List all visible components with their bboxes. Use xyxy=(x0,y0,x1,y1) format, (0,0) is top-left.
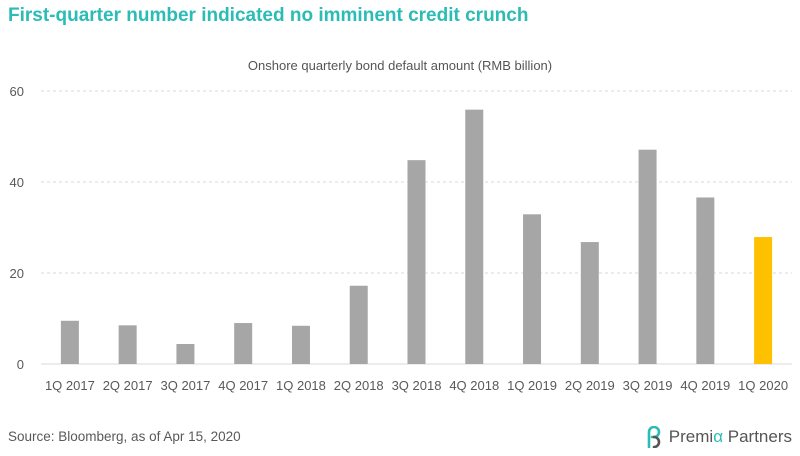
x-tick-label: 3Q 2017 xyxy=(160,378,210,393)
premia-partners-logo: Premiα Partners xyxy=(644,426,792,448)
headline: First-quarter number indicated no immine… xyxy=(8,5,529,26)
x-tick-label: 1Q 2020 xyxy=(738,378,788,393)
x-tick-label: 1Q 2017 xyxy=(45,378,95,393)
bar-3q-2018 xyxy=(407,160,426,364)
bar-2q-2018 xyxy=(349,285,368,364)
logo-text-part3: Partners xyxy=(723,427,792,446)
y-tick-label: 0 xyxy=(17,357,24,372)
x-tick-label: 4Q 2019 xyxy=(680,378,730,393)
x-tick-label: 2Q 2017 xyxy=(103,378,153,393)
source-note: Source: Bloomberg, as of Apr 15, 2020 xyxy=(8,429,241,444)
x-axis: 1Q 2017 2Q 2017 3Q 2017 4Q 2017 1Q 2018 2Q 20… xyxy=(45,378,788,393)
premia-logo-icon xyxy=(647,426,661,448)
bar-1q-2019 xyxy=(523,214,542,364)
bar-1q-2018 xyxy=(291,325,310,364)
y-tick-label: 60 xyxy=(10,84,24,99)
bar-3q-2017 xyxy=(176,343,195,364)
bar-2q-2019 xyxy=(580,242,599,364)
y-tick-label: 40 xyxy=(10,175,24,190)
logo-text-part1: Premi xyxy=(668,427,714,446)
x-tick-label: 2Q 2018 xyxy=(334,378,384,393)
x-tick-label: 4Q 2018 xyxy=(449,378,499,393)
x-tick-label: 3Q 2018 xyxy=(392,378,442,393)
bar-4q-2019 xyxy=(696,197,715,364)
x-tick-label: 1Q 2019 xyxy=(507,378,557,393)
bars xyxy=(60,109,773,364)
bar-4q-2018 xyxy=(465,109,484,364)
bar-4q-2017 xyxy=(234,323,253,364)
x-tick-label: 1Q 2018 xyxy=(276,378,326,393)
bar-1q-2017 xyxy=(60,320,79,364)
bar-1q-2020 xyxy=(754,237,773,364)
logo-text-part2: α xyxy=(713,427,724,446)
x-tick-label: 2Q 2019 xyxy=(565,378,615,393)
logo-text: Premiα Partners xyxy=(669,427,792,447)
chart-title: Onshore quarterly bond default amount (R… xyxy=(247,58,553,73)
bar-2q-2017 xyxy=(118,325,137,364)
x-tick-label: 3Q 2019 xyxy=(623,378,673,393)
y-tick-label: 20 xyxy=(10,266,24,281)
y-axis: 0 20 40 60 xyxy=(10,84,24,372)
x-tick-label: 4Q 2017 xyxy=(218,378,268,393)
bar-3q-2019 xyxy=(638,149,657,364)
